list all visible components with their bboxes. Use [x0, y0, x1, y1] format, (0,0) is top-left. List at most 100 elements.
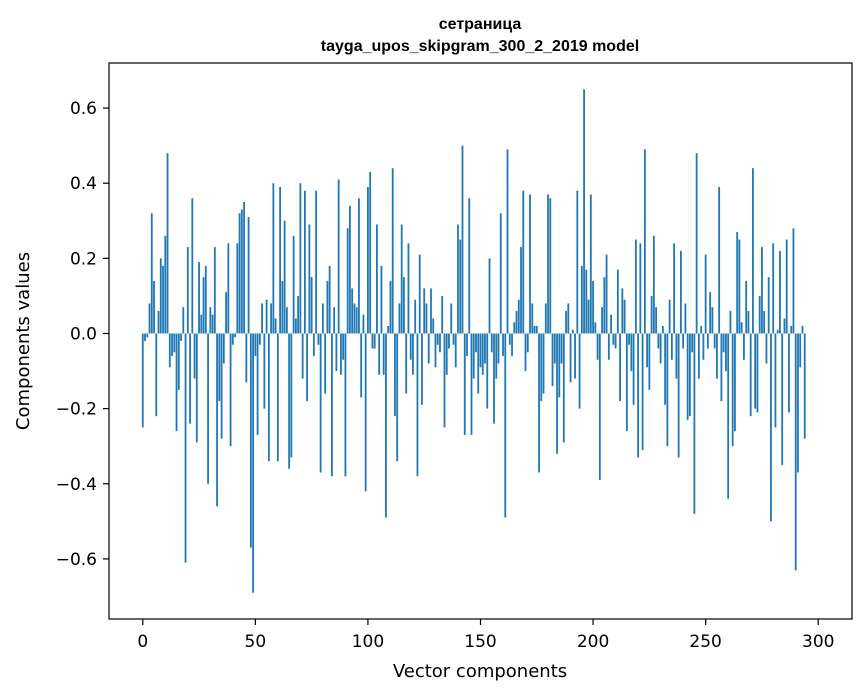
bar: [276, 333, 279, 462]
bar: [718, 186, 721, 334]
bar: [544, 303, 547, 334]
bar: [504, 333, 507, 518]
bar: [364, 333, 367, 492]
bar: [290, 333, 293, 458]
bar: [770, 333, 772, 522]
bar: [279, 186, 282, 334]
bar: [234, 333, 236, 338]
bar: [335, 333, 338, 372]
x-tick-label: 150: [464, 632, 496, 652]
bar: [225, 292, 227, 334]
bar: [166, 153, 169, 334]
bar: [285, 307, 288, 334]
x-tick-label: 100: [352, 632, 384, 652]
bar: [481, 333, 484, 375]
bar: [463, 333, 466, 435]
bar: [432, 318, 435, 334]
bar: [470, 333, 473, 435]
bar: [752, 168, 754, 334]
bar: [567, 303, 570, 334]
bar: [389, 280, 392, 334]
bar: [477, 333, 480, 394]
bar: [698, 333, 700, 379]
bar: [761, 247, 763, 334]
bar: [677, 333, 680, 458]
bar: [218, 333, 221, 402]
bar: [333, 307, 336, 334]
bar: [441, 295, 444, 334]
bar: [734, 333, 736, 432]
bar: [560, 333, 563, 364]
bar: [522, 190, 525, 334]
bar: [321, 303, 324, 334]
bar: [231, 333, 234, 345]
bar: [657, 333, 660, 349]
plot-frame: [108, 62, 853, 620]
bar: [704, 254, 707, 334]
bar: [162, 265, 164, 334]
bar: [776, 329, 779, 334]
bar: [585, 269, 588, 334]
bar: [628, 333, 630, 345]
bar: [592, 280, 594, 334]
bar: [607, 333, 610, 360]
bar: [596, 333, 599, 360]
bar: [382, 333, 385, 375]
bar: [195, 333, 198, 443]
bars-group: [141, 89, 806, 593]
bar: [682, 333, 685, 349]
bar: [511, 333, 513, 357]
bar: [360, 333, 363, 398]
bar: [569, 333, 572, 383]
bar: [479, 333, 482, 368]
bar: [743, 333, 745, 360]
bar: [303, 190, 306, 334]
bar: [709, 292, 712, 334]
bar: [797, 333, 799, 473]
bar: [358, 198, 360, 334]
bar: [436, 333, 439, 345]
bar: [783, 318, 786, 334]
bar: [445, 333, 448, 375]
bar: [803, 333, 806, 439]
bar: [198, 262, 200, 334]
bar: [738, 239, 741, 334]
bar: [452, 333, 455, 345]
bar: [414, 299, 417, 334]
bar: [186, 247, 189, 334]
bar: [252, 333, 254, 593]
bar: [180, 333, 182, 341]
bar: [526, 333, 529, 353]
bar: [380, 265, 383, 334]
x-tick-label: 250: [689, 632, 721, 652]
bar: [565, 310, 567, 334]
bar: [400, 224, 403, 334]
bar: [799, 333, 802, 368]
bar: [331, 333, 333, 477]
bar: [785, 239, 788, 334]
bar: [157, 310, 160, 334]
bar: [144, 333, 146, 341]
bar: [324, 333, 327, 394]
bar: [211, 314, 214, 334]
bar: [409, 333, 412, 360]
bar: [571, 329, 574, 334]
bar: [315, 190, 318, 334]
bar: [299, 183, 302, 334]
x-axis-label: Vector components: [393, 661, 567, 682]
bar: [353, 303, 356, 334]
bar: [578, 333, 581, 409]
bar: [209, 307, 212, 334]
bar: [351, 288, 354, 334]
bar: [191, 198, 194, 334]
bar: [340, 333, 342, 375]
bar: [673, 243, 676, 334]
bar: [200, 314, 203, 334]
bar: [745, 280, 748, 334]
bar: [430, 288, 432, 334]
bar: [405, 333, 408, 394]
bar: [281, 280, 284, 334]
bar: [655, 307, 658, 334]
bar: [245, 333, 248, 383]
